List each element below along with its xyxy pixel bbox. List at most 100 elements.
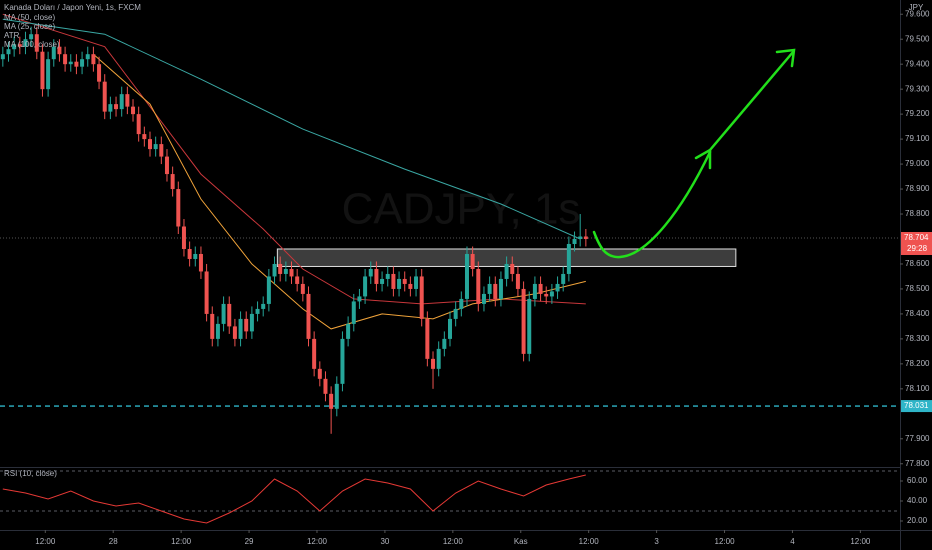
x-tick-label: 29 [245,537,254,546]
y-tick-label: 78.200 [905,359,930,368]
candle-body [80,59,85,67]
candle-body [504,263,509,279]
candle-body [442,338,447,349]
x-tick-label: 12:00 [715,537,736,546]
y-tick-label: 78.600 [905,259,930,268]
candle-body [561,273,566,284]
y-tick-label: 40.00 [907,496,928,505]
candle-body [148,139,152,150]
candle-body [515,273,520,289]
level-label: 78.031 [904,401,929,410]
candle-body [249,313,254,332]
candle-body [493,283,498,299]
candle-body [340,338,345,384]
candle-body [131,106,136,115]
candle-body [0,54,5,60]
candle-body [498,278,503,299]
y-tick-label: 77.900 [905,434,930,443]
y-tick-label: 78.500 [905,284,930,293]
candle-body [425,318,430,359]
watermark: CADJPY, 1s [342,185,581,234]
candle-body [215,323,220,339]
candle-body [283,268,288,274]
x-tick-label: 12:00 [35,537,56,546]
candle-body [549,291,554,297]
y-tick-label: 77.800 [905,459,930,468]
candle-body [12,44,17,50]
moving-average [93,53,586,330]
candle-body [578,236,583,239]
candle-body [34,34,39,52]
forecast-arrow [708,50,795,152]
x-tick-label: 12:00 [850,537,871,546]
candle-body [68,61,73,65]
candle-body [119,94,124,110]
candle-body [414,276,419,289]
candle-body [136,114,141,135]
candle-body [385,273,390,279]
y-tick-label: 79.500 [905,34,930,43]
candle-body [193,253,198,259]
rsi-legend: RSI (10, close) [4,469,57,478]
moving-average [2,13,586,305]
candle-body [380,278,385,284]
candle-body [532,283,537,299]
candle-body [397,278,402,289]
y-tick-label: 79.300 [905,84,930,93]
moving-average [2,18,581,240]
candle-body [97,64,102,82]
candle-body [334,383,339,409]
candle-body [227,303,232,327]
candle-body [431,358,436,369]
x-tick-label: Kas [514,537,528,546]
candle-body [278,263,283,274]
candle-body [221,303,226,324]
x-tick-label: 12:00 [443,537,464,546]
legend-entry: ATR [4,31,20,40]
candle-body [108,104,113,112]
candle-body [204,271,209,314]
price-unit: JPY [909,3,924,12]
legend-entry: MA (100, close) [4,40,60,49]
candle-body [244,318,249,332]
candle-body [312,338,317,369]
symbol-title: Kanada Doları / Japon Yeni, 1s, FXCM [4,3,141,12]
candle-body [74,61,79,67]
x-tick-label: 12:00 [307,537,328,546]
candle-body [538,283,543,294]
candle-body [555,283,560,292]
candle-body [351,301,356,324]
candle-body [566,243,571,274]
candle-body [464,253,469,299]
countdown-label: 29:28 [907,244,928,253]
y-tick-label: 60.00 [907,476,928,485]
candle-body [210,313,215,339]
candle-body [374,268,379,284]
candle-body [261,303,266,309]
candle-body [176,189,181,227]
candle-body [391,273,396,289]
rsi-line [2,474,586,524]
candle-body [323,378,328,394]
candle-body [85,54,90,60]
x-tick-label: 12:00 [579,537,600,546]
candle-body [164,156,169,175]
x-tick-label: 4 [790,537,795,546]
candle-body [459,298,464,309]
candle-body [125,94,130,107]
candle-body [40,51,45,90]
candle-body [476,268,481,304]
candle-body [436,348,441,369]
candle-body [181,226,186,249]
candle-body [363,276,368,297]
y-tick-label: 79.100 [905,134,930,143]
candle-body [159,144,164,157]
candle-body [357,296,362,302]
candle-body [63,54,68,65]
candle-body [419,276,424,319]
last-price-label: 78.704 [904,233,929,242]
candle-body [487,283,492,294]
candle-body [572,238,577,244]
y-tick-label: 79.000 [905,159,930,168]
